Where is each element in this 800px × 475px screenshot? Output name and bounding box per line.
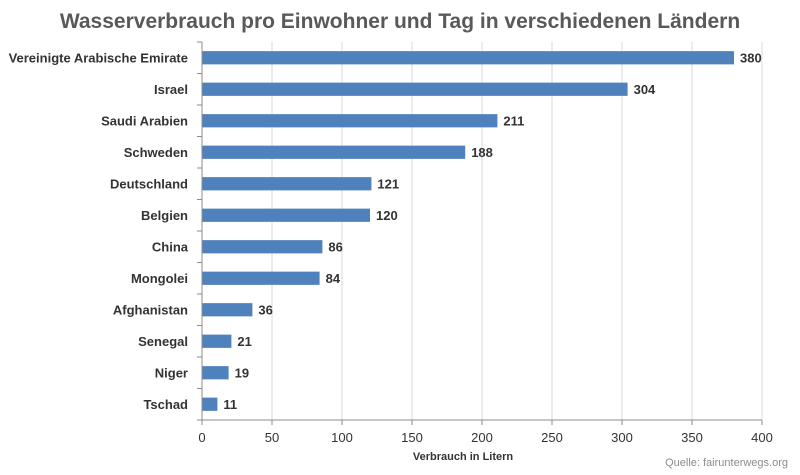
grid-lines xyxy=(271,42,763,420)
value-label: 86 xyxy=(328,239,342,254)
chart-title: Wasserverbrauch pro Einwohner und Tag in… xyxy=(60,10,740,33)
value-label: 19 xyxy=(235,365,249,380)
bars xyxy=(202,51,734,411)
category-label: Niger xyxy=(155,365,188,380)
x-tick-label: 150 xyxy=(401,430,423,445)
x-tick-label: 350 xyxy=(681,430,703,445)
labels: Vereinigte Arabische Emirate 380 Israel 304… xyxy=(9,50,762,412)
value-label: 211 xyxy=(503,113,524,128)
category-label: Vereinigte Arabische Emirate xyxy=(9,50,188,65)
category-label: Tschad xyxy=(143,397,188,412)
value-label: 11 xyxy=(223,397,237,412)
bar xyxy=(202,240,323,254)
category-label: China xyxy=(152,239,189,254)
x-tick-label: 100 xyxy=(331,430,353,445)
x-tick-label: 300 xyxy=(611,430,633,445)
category-label: Israel xyxy=(154,82,188,97)
x-axis-title: Verbrauch in Litern xyxy=(413,451,514,463)
category-label: Schweden xyxy=(124,145,188,160)
value-label: 84 xyxy=(326,271,341,286)
x-tick-label: 0 xyxy=(198,430,205,445)
bar xyxy=(202,397,218,411)
bar xyxy=(202,366,229,380)
bar xyxy=(202,82,628,96)
value-label: 120 xyxy=(376,208,398,223)
category-label: Senegal xyxy=(138,334,188,349)
x-tick-label: 400 xyxy=(751,430,773,445)
bar xyxy=(202,208,370,222)
value-label: 188 xyxy=(471,145,493,160)
bar xyxy=(202,303,253,317)
value-label: 304 xyxy=(634,82,656,97)
bar xyxy=(202,114,498,128)
bar xyxy=(202,51,734,65)
category-label: Belgien xyxy=(141,208,188,223)
value-label: 380 xyxy=(740,50,762,65)
bar xyxy=(202,271,320,285)
x-tick-label: 200 xyxy=(471,430,493,445)
source-note: Quelle: fairunterwegs.org xyxy=(665,457,788,469)
value-label: 21 xyxy=(237,334,251,349)
category-label: Afghanistan xyxy=(113,302,188,317)
category-label: Mongolei xyxy=(131,271,188,286)
x-tick-label: 50 xyxy=(265,430,279,445)
value-label: 36 xyxy=(258,302,272,317)
bar xyxy=(202,177,372,191)
axes: 0 50 100 150 200 250 300 350 400 xyxy=(197,41,773,445)
bar xyxy=(202,334,232,348)
category-label: Deutschland xyxy=(110,176,188,191)
value-label: 121 xyxy=(377,176,399,191)
x-tick-label: 250 xyxy=(541,430,563,445)
category-label: Saudi Arabien xyxy=(101,113,188,128)
bar xyxy=(202,145,466,159)
